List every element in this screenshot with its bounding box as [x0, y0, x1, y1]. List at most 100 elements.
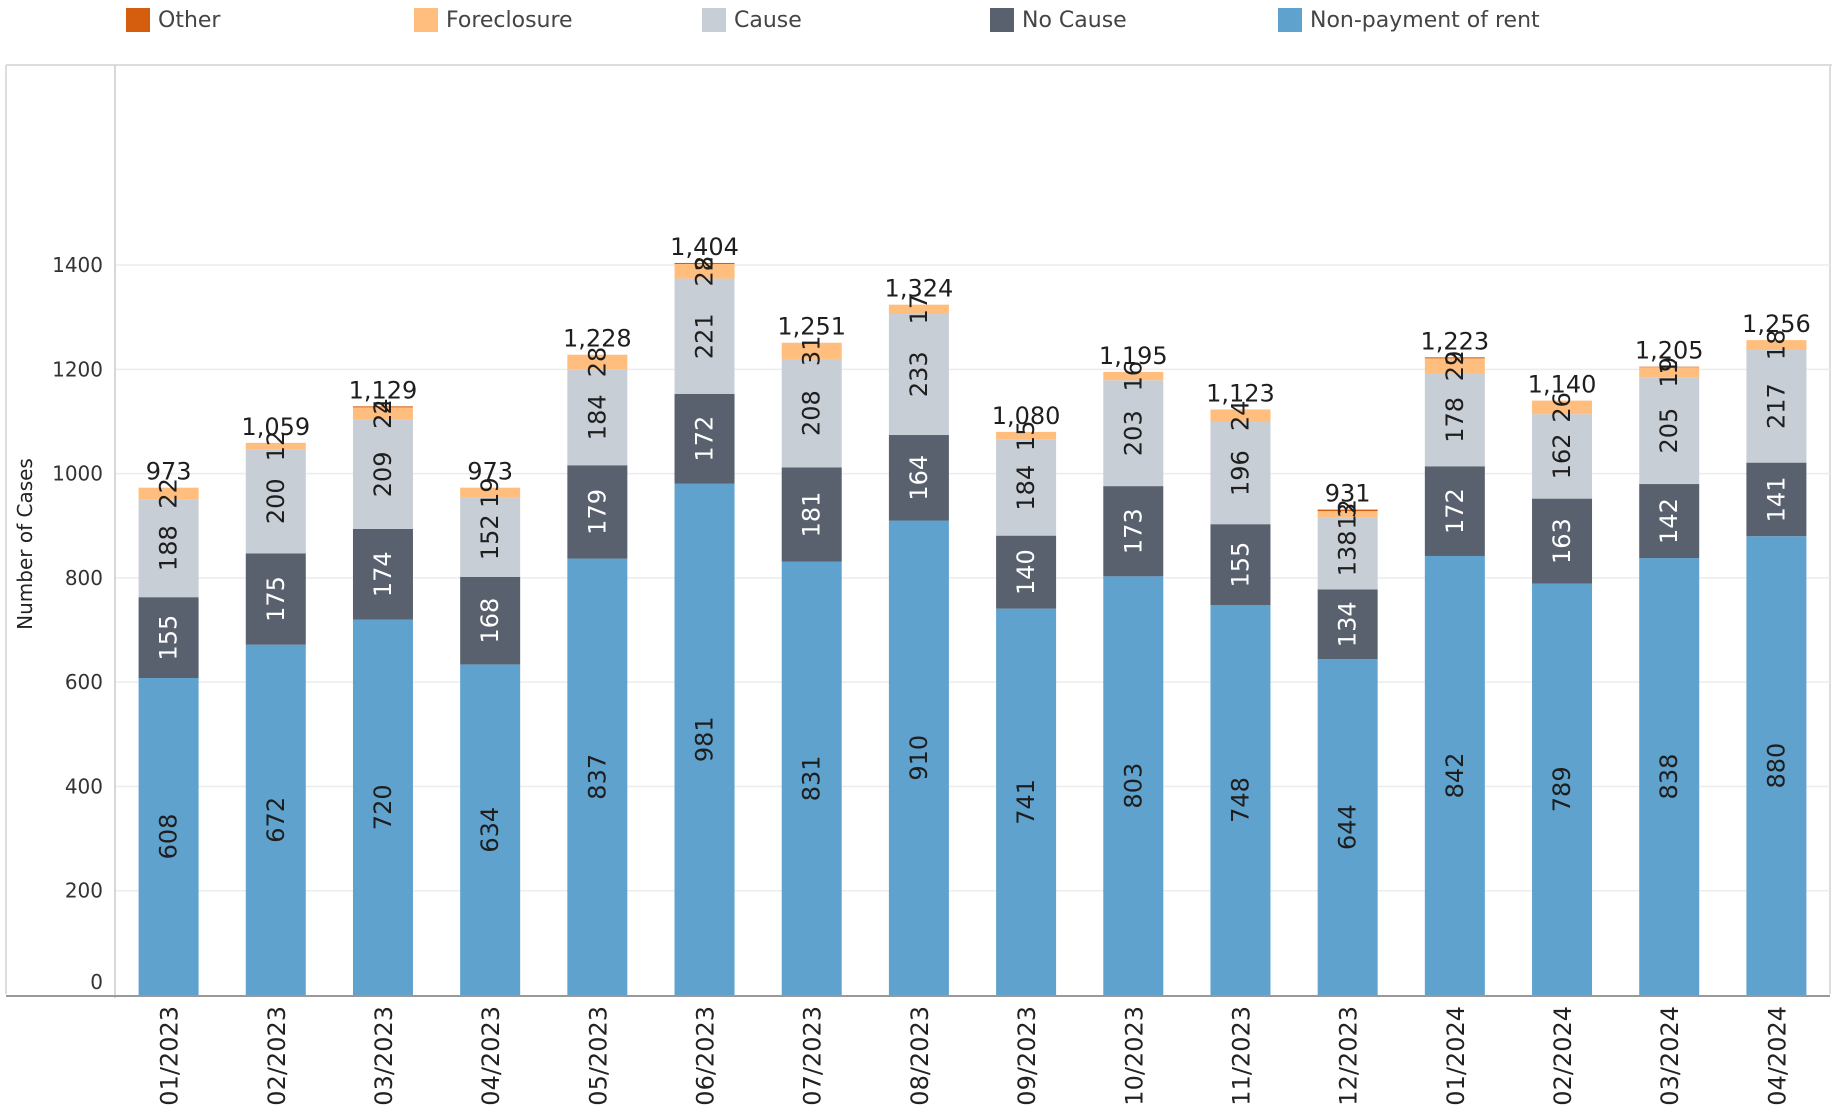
segment-value-label: 803: [1119, 763, 1147, 809]
bar-segment: [1746, 340, 1807, 350]
bar-segment: [567, 558, 628, 995]
bar-total-label: 1,324: [885, 275, 954, 303]
legend-item-other[interactable]: Other: [126, 6, 220, 34]
bar-total-label: 1,129: [349, 376, 418, 404]
bar-segment: [460, 487, 521, 498]
segment-value-label: 155: [1226, 542, 1254, 588]
legend-swatch-no-cause: [990, 8, 1014, 32]
legend-item-cause[interactable]: Cause: [702, 6, 802, 34]
bar-segment: [1746, 349, 1807, 463]
segment-value-label: 203: [1119, 410, 1147, 456]
segment-value-label: 17: [905, 294, 933, 325]
legend-item-non-payment[interactable]: Non-payment of rent: [1278, 6, 1540, 34]
x-tick-label: 11/2023: [1227, 1006, 1255, 1106]
segment-value-label: 184: [583, 394, 611, 440]
segment-value-label: 142: [1655, 498, 1683, 544]
segment-value-label: 134: [1334, 601, 1362, 647]
bar-segment: [352, 419, 413, 529]
x-tick-label: 10/2023: [1120, 1006, 1148, 1106]
bar-segment: [1532, 583, 1593, 995]
bar-segment: [1424, 555, 1485, 995]
bar-total-label: 973: [146, 458, 192, 486]
legend-swatch-non-payment: [1278, 8, 1302, 32]
legend-swatch-cause: [702, 8, 726, 32]
legend-item-no-cause[interactable]: No Cause: [990, 6, 1127, 34]
bar-segment: [567, 369, 628, 466]
segment-value-label: 209: [369, 451, 397, 497]
segment-value-label: 880: [1762, 743, 1790, 789]
chart-legend: Other Foreclosure Cause No Cause Non-pay…: [0, 0, 1832, 40]
y-tick-label: 1400: [52, 253, 103, 277]
bar-segment: [1210, 409, 1271, 422]
segment-value-label: 18: [1762, 330, 1790, 361]
bar-total-label: 1,223: [1420, 327, 1489, 355]
segment-value-label: 173: [1119, 508, 1147, 554]
x-tick-label: 03/2023: [370, 1006, 398, 1106]
segment-value-label: 2: [369, 399, 397, 414]
legend-swatch-foreclosure: [414, 8, 438, 32]
bar-segment: [1532, 498, 1593, 584]
bar-segment: [1317, 659, 1378, 995]
segment-value-label: 141: [1762, 477, 1790, 523]
bar-segment: [674, 483, 735, 995]
bar-segment: [1103, 576, 1164, 995]
segment-value-label: 152: [476, 514, 504, 560]
x-tick-label: 04/2023: [477, 1006, 505, 1106]
segment-value-label: 26: [1548, 392, 1576, 423]
segment-value-label: 172: [1441, 488, 1469, 534]
segment-value-label: 168: [476, 598, 504, 644]
bar-segment: [781, 561, 842, 995]
segment-value-label: 217: [1762, 383, 1790, 429]
bar-segment: [1424, 358, 1485, 374]
x-tick-label: 05/2023: [584, 1006, 612, 1106]
segment-value-label: 748: [1226, 777, 1254, 823]
bar-total-label: 1,059: [241, 413, 310, 441]
segment-value-label: 233: [905, 351, 933, 397]
bar-total-label: 973: [467, 458, 513, 486]
bar-segment: [1317, 589, 1378, 660]
bar-segment: [1210, 524, 1271, 605]
segment-value-label: 138: [1334, 530, 1362, 576]
bar-segment: [1746, 462, 1807, 537]
segment-value-label: 175: [262, 576, 290, 622]
segment-value-label: 634: [476, 807, 504, 853]
bar-segment: [1532, 414, 1593, 499]
segment-value-label: 831: [798, 755, 826, 801]
bar-segment: [1639, 366, 1700, 368]
segment-value-label: 163: [1548, 518, 1576, 564]
bar-total-label: 1,205: [1635, 337, 1704, 365]
segment-value-label: 741: [1012, 779, 1040, 825]
segment-value-label: 842: [1441, 753, 1469, 799]
bar-segment: [1103, 380, 1164, 487]
segment-value-label: 12: [262, 431, 290, 462]
bar-total-label: 1,251: [777, 313, 846, 341]
y-tick-label: 600: [65, 670, 103, 694]
bar-segment: [996, 535, 1057, 609]
x-tick-label: 12/2023: [1335, 1006, 1363, 1106]
bar-segment: [245, 449, 306, 554]
bar-segment: [996, 431, 1057, 440]
bar-segment: [567, 354, 628, 370]
bar-segment: [674, 263, 735, 279]
y-axis-title: Number of Cases: [13, 458, 37, 630]
segment-value-label: 22: [155, 478, 183, 509]
bar-segment: [1103, 371, 1164, 381]
segment-value-label: 208: [798, 390, 826, 436]
y-tick-label: 400: [65, 774, 103, 798]
bar-segment: [460, 497, 521, 577]
bar-segment: [1639, 367, 1700, 378]
segment-value-label: 608: [155, 814, 183, 860]
bar-segment: [996, 608, 1057, 995]
bar-segment: [1424, 373, 1485, 467]
x-tick-label: 09/2023: [1013, 1006, 1041, 1106]
segment-value-label: 140: [1012, 549, 1040, 595]
legend-item-foreclosure[interactable]: Foreclosure: [414, 6, 573, 34]
segment-value-label: 16: [1119, 361, 1147, 392]
bar-segment: [1532, 400, 1593, 415]
x-tick-label: 02/2024: [1549, 1006, 1577, 1106]
bar-segment: [1103, 486, 1164, 577]
segment-value-label: 19: [1655, 357, 1683, 388]
legend-label-no-cause: No Cause: [1022, 7, 1127, 33]
bar-segment: [888, 304, 949, 314]
